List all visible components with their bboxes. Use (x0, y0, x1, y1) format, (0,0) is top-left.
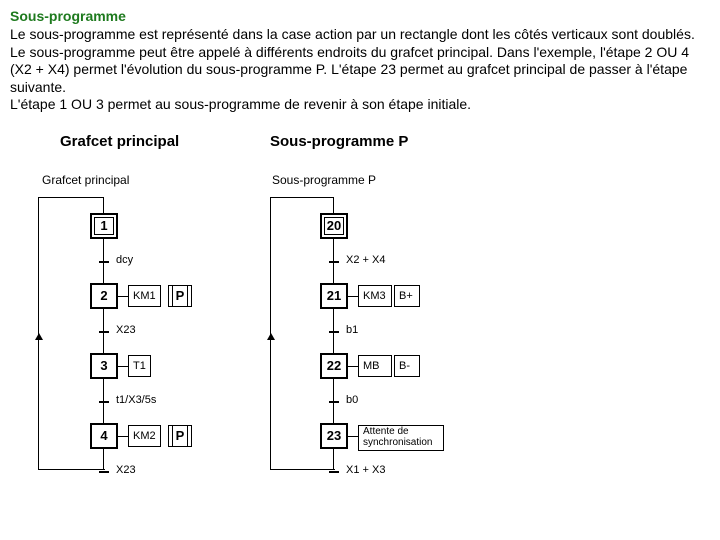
action2-22: B- (394, 355, 420, 377)
trans-label-2: X23 (116, 324, 136, 336)
loop-arrow (267, 333, 275, 340)
action-21: KM3 (358, 285, 392, 307)
action2-21: B+ (394, 285, 420, 307)
paragraph-3: L'étape 1 OU 3 permet au sous-programme … (10, 96, 710, 114)
trans-3 (99, 401, 109, 403)
action-2: KM1 (128, 285, 161, 307)
loop-top (270, 197, 334, 198)
subheader-right: Sous-programme P (272, 173, 376, 187)
trans-21 (329, 331, 339, 333)
step-1: 1 (90, 213, 118, 239)
trans-label-23: X1 + X3 (346, 464, 385, 476)
paragraph-2: Le sous-programme peut être appelé à dif… (10, 44, 710, 97)
header-left: Grafcet principal (60, 133, 179, 150)
trans-label-22: b0 (346, 394, 358, 406)
trans-1 (99, 261, 109, 263)
step-21-link (348, 296, 358, 297)
subprog-call-4: P (168, 425, 192, 447)
step-4-link (118, 436, 128, 437)
step-22-link (348, 366, 358, 367)
grafcet-diagram: Grafcet principal Sous-programme P Grafc… (10, 128, 710, 508)
paragraph-1: Le sous-programme est représenté dans la… (10, 26, 710, 44)
step-3-link (118, 366, 128, 367)
action-23: Attente desynchronisation (358, 425, 444, 451)
section-title: Sous-programme (10, 8, 710, 24)
trans-label-3: t1/X3/5s (116, 394, 156, 406)
step-2: 2 (90, 283, 118, 309)
loop-bottom (38, 469, 105, 470)
trans-label-20: X2 + X4 (346, 254, 385, 266)
subprog-call-2: P (168, 285, 192, 307)
step-3: 3 (90, 353, 118, 379)
action-22: MB (358, 355, 392, 377)
trans-label-1: dcy (116, 254, 133, 266)
step-21: 21 (320, 283, 348, 309)
step-2-link (118, 296, 128, 297)
loop-arrow (35, 333, 43, 340)
loop-top (38, 197, 104, 198)
trans-2 (99, 331, 109, 333)
subheader-left: Grafcet principal (42, 173, 129, 187)
trans-4 (99, 471, 109, 473)
step-20: 20 (320, 213, 348, 239)
trans-22 (329, 401, 339, 403)
step-22: 22 (320, 353, 348, 379)
header-right: Sous-programme P (270, 133, 408, 150)
trans-20 (329, 261, 339, 263)
loop-bottom (270, 469, 335, 470)
trans-label-4: X23 (116, 464, 136, 476)
trans-label-21: b1 (346, 324, 358, 336)
action-4: KM2 (128, 425, 161, 447)
step-23-link (348, 436, 358, 437)
step-23: 23 (320, 423, 348, 449)
step-4: 4 (90, 423, 118, 449)
action-3: T1 (128, 355, 151, 377)
trans-23 (329, 471, 339, 473)
